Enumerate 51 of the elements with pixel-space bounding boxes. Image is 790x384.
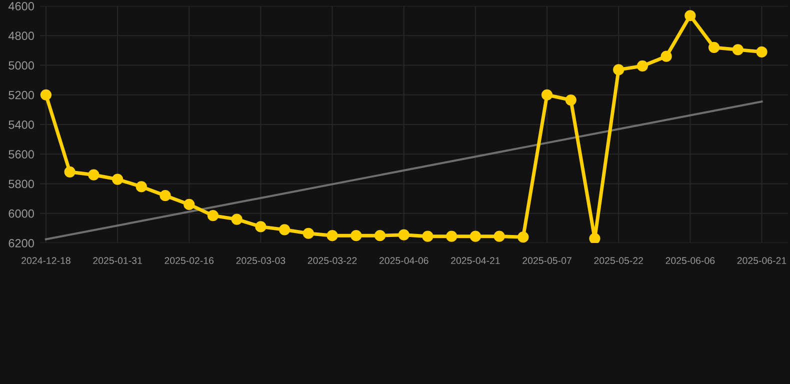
x-tick-label: 2025-06-21 [737,257,786,264]
point [88,169,100,180]
x-tick-label: 2024-12-18 [22,257,70,264]
point [541,89,553,100]
x-tick-label: 2025-02-16 [164,257,214,264]
point [326,230,338,242]
point [708,42,720,54]
y-tick-label: 6000 [8,209,34,218]
x-tick-label: 2025-05-22 [594,257,643,264]
x-tick-label: 2025-03-03 [236,257,286,264]
point [112,174,124,185]
point [231,214,242,225]
point [422,230,434,242]
y-tick-label: 5000 [8,61,34,70]
point [302,228,314,239]
x-tick-label: 2025-01-31 [93,257,142,264]
point [446,230,458,242]
point [565,94,576,106]
y-tick-label: 5400 [8,120,34,129]
point [207,210,219,222]
point [589,233,600,243]
y-tick-label: 5600 [8,150,34,159]
x-tick-label: 2025-04-21 [451,257,500,264]
point [518,232,529,243]
x-tick-label: 2025-04-06 [379,257,428,264]
y-tick-label: 5800 [8,180,34,188]
x-tick-label: 2025-06-06 [666,257,715,264]
point [470,230,481,242]
point [279,224,290,236]
point [40,89,52,100]
point [756,46,768,58]
point [255,221,266,232]
point [64,166,76,178]
point [184,198,195,210]
x-tick-label: 2025-03-22 [308,257,357,264]
point [160,190,171,202]
y-tick-label: 6200 [8,239,34,248]
point [684,10,696,22]
point [494,230,505,242]
point [613,64,624,76]
x-tick-label: 2025-05-07 [522,257,572,264]
point [660,50,672,62]
point [136,181,147,192]
point [636,60,648,72]
point [398,229,410,240]
y-tick-label: 4600 [8,2,34,10]
y-tick-label: 4800 [8,32,34,40]
y-tick-label: 5200 [8,90,34,100]
point [350,230,362,242]
point [374,230,386,242]
point [732,44,744,56]
